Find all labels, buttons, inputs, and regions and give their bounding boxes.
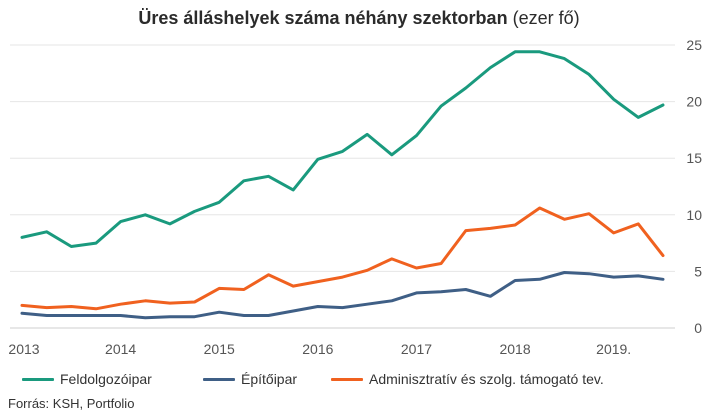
legend-item-feldolgozoipar: Feldolgozóipar	[22, 371, 152, 387]
x-axis: 2013 2014 2015 2016 2017 2018 2019.	[8, 341, 631, 357]
x-tick-label: 2014	[105, 341, 136, 357]
legend-label-adminisztrativ: Adminisztratív és szolg. támogató tev.	[369, 371, 604, 387]
gridlines	[10, 44, 675, 329]
x-tick-label: 2018	[499, 341, 530, 357]
x-tick-label: 2016	[302, 341, 333, 357]
x-tick-label: 2019.	[596, 341, 631, 357]
chart-title-unit: (ezer fő)	[512, 8, 580, 28]
legend-swatch-feldolgozoipar	[22, 377, 54, 381]
legend-label-feldolgozoipar: Feldolgozóipar	[60, 371, 152, 387]
legend-item-epitoipar: Építőipar	[203, 371, 297, 387]
x-tick-label: 2013	[8, 341, 39, 357]
y-tick-label: 20	[686, 94, 702, 110]
y-axis: 0 5 10 15 20 25	[686, 37, 702, 336]
legend-label-epitoipar: Építőipar	[241, 371, 298, 387]
legend: Feldolgozóipar Építőipar Adminisztratív …	[0, 371, 718, 391]
series-line-2	[20, 206, 665, 311]
legend-item-adminisztrativ: Adminisztratív és szolg. támogató tev.	[331, 371, 604, 387]
y-tick-label: 5	[694, 263, 702, 279]
chart-title: Üres álláshelyek száma néhány szektorban…	[0, 8, 718, 29]
series-line-1	[20, 271, 665, 320]
x-tick-label: 2015	[204, 341, 235, 357]
x-tick-label: 2017	[401, 341, 432, 357]
y-tick-label: 0	[694, 320, 702, 336]
y-tick-label: 10	[686, 207, 702, 223]
series-line-0	[20, 50, 665, 248]
legend-swatch-epitoipar	[203, 377, 235, 381]
chart-title-main: Üres álláshelyek száma néhány szektorban	[138, 8, 508, 28]
y-tick-label: 15	[686, 150, 702, 166]
legend-swatch-adminisztrativ	[331, 377, 363, 381]
series-lines	[20, 50, 665, 320]
source-note: Forrás: KSH, Portfolio	[8, 396, 135, 411]
y-tick-label: 25	[686, 37, 702, 53]
